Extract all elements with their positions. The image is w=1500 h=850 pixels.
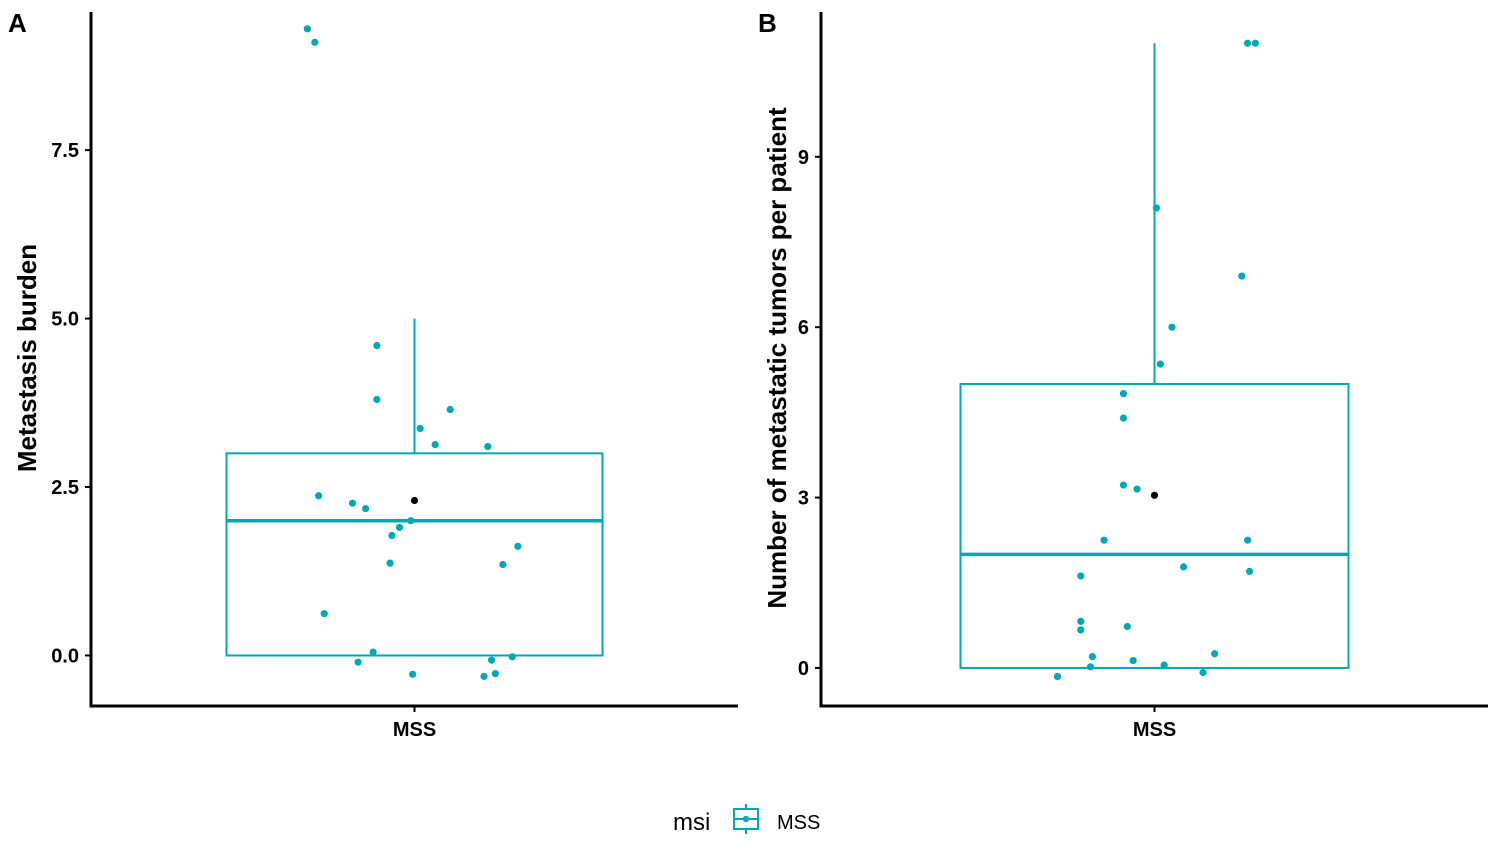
- data-point: [1156, 360, 1164, 368]
- data-point: [416, 424, 424, 432]
- mean-point: [1150, 491, 1159, 499]
- legend-title: msi: [673, 809, 710, 836]
- y-tick-label: 6: [798, 317, 809, 339]
- data-point: [1119, 481, 1128, 489]
- data-point: [1086, 663, 1095, 671]
- data-point: [1160, 661, 1168, 669]
- y-axis-title: Metastasis burden: [12, 244, 42, 472]
- data-point: [373, 395, 381, 404]
- legend-entry-label: MSS: [777, 812, 820, 834]
- data-point: [386, 559, 394, 567]
- data-point: [1077, 572, 1085, 580]
- data-point: [1133, 485, 1141, 493]
- data-point: [362, 504, 370, 513]
- mean-point: [410, 496, 419, 505]
- data-point: [446, 405, 454, 414]
- data-point: [388, 531, 396, 540]
- data-point: [1244, 39, 1252, 47]
- data-point: [320, 610, 328, 618]
- x-tick-label: MSS: [393, 719, 436, 741]
- chart-panel-a: A Metastasis burden 0.0 2.5 5.0 7.5 MSS: [8, 8, 738, 741]
- data-point: [1129, 656, 1137, 665]
- data-point: [409, 670, 417, 678]
- data-point: [1123, 622, 1131, 631]
- box-iqr: [225, 452, 604, 657]
- data-point: [1211, 650, 1219, 658]
- data-point: [484, 442, 492, 451]
- data-point: [369, 648, 377, 656]
- y-tick-label: 7.5: [51, 140, 79, 162]
- data-point: [1238, 272, 1246, 280]
- data-point: [354, 658, 362, 666]
- data-point: [303, 25, 311, 33]
- data-point: [373, 341, 381, 350]
- y-tick-label: 3: [798, 488, 809, 510]
- legend-key-point: [742, 815, 750, 823]
- data-point: [1251, 39, 1259, 47]
- data-point: [407, 517, 415, 525]
- data-point: [395, 523, 404, 532]
- data-point: [1180, 563, 1188, 571]
- y-tick-label: 0.0: [51, 645, 79, 667]
- data-point: [1168, 323, 1176, 331]
- panel-tag: B: [758, 8, 777, 38]
- data-point: [499, 560, 507, 569]
- box-iqr: [959, 382, 1350, 669]
- data-point: [431, 440, 439, 449]
- chart-panel-b: B Number of metastatic tumors per patient…: [758, 8, 1488, 741]
- data-point: [480, 672, 488, 680]
- data-point: [1077, 617, 1085, 625]
- data-point: [514, 542, 522, 550]
- data-point: [1077, 626, 1085, 634]
- y-tick-label: 5.0: [51, 309, 79, 331]
- panel-tag: A: [8, 8, 27, 38]
- data-point: [491, 670, 499, 678]
- data-point: [348, 499, 357, 507]
- data-point: [315, 492, 323, 500]
- data-point: [1152, 204, 1161, 212]
- data-point: [1119, 390, 1128, 398]
- data-point: [311, 38, 319, 46]
- data-point: [487, 656, 496, 664]
- data-point: [1199, 668, 1207, 677]
- x-tick-label: MSS: [1133, 719, 1176, 741]
- data-point: [1245, 567, 1254, 576]
- y-tick-label: 0: [798, 658, 809, 680]
- data-point: [508, 653, 516, 661]
- data-point: [1088, 652, 1097, 661]
- y-axis-title: Number of metastatic tumors per patient: [762, 107, 792, 609]
- data-point: [1244, 536, 1252, 544]
- data-point: [1119, 414, 1128, 422]
- data-point: [1100, 536, 1108, 544]
- y-tick-label: 2.5: [51, 477, 79, 499]
- legend: msi MSS: [673, 804, 820, 836]
- y-tick-label: 9: [798, 147, 809, 169]
- data-point: [1053, 672, 1062, 681]
